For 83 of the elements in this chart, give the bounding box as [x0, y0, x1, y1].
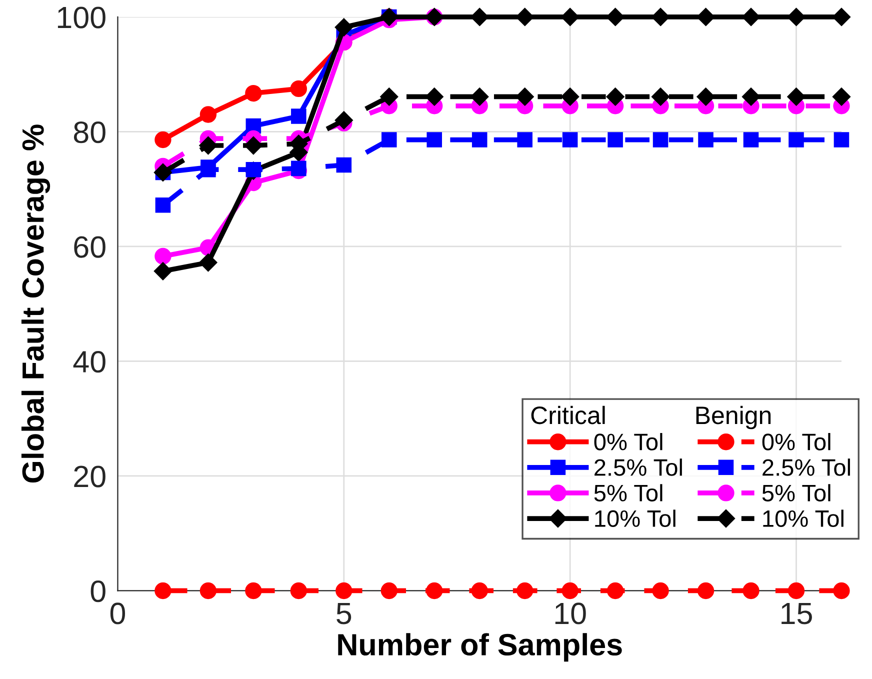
point	[743, 132, 759, 148]
y-axis-title: Global Fault Coverage %	[21, 124, 50, 483]
point	[562, 582, 578, 600]
point	[470, 8, 489, 26]
point	[651, 88, 670, 106]
point	[380, 582, 398, 600]
point	[608, 132, 623, 148]
annotation: Critical	[531, 406, 605, 424]
point	[651, 8, 670, 26]
legend-label: 2.5% Tol	[762, 458, 850, 476]
point	[516, 8, 534, 26]
point	[833, 582, 850, 600]
y-tick-label: 20	[74, 466, 106, 488]
legend-label: 0% Tol	[762, 433, 830, 450]
legend-label: 5% Tol	[762, 484, 830, 502]
legend-label: 0% Tol	[594, 433, 662, 450]
point	[336, 157, 352, 173]
legend-label: 2.5% Tol	[594, 458, 682, 476]
point	[561, 8, 580, 26]
point	[471, 582, 488, 600]
point	[334, 111, 353, 130]
y-tick-label: 80	[74, 121, 106, 144]
point	[652, 582, 669, 600]
point	[787, 88, 806, 106]
point	[787, 8, 806, 26]
x-axis-title: Number of Samples	[338, 633, 622, 662]
point	[742, 582, 760, 600]
legend-label: 10% Tol	[595, 510, 676, 528]
point	[200, 582, 217, 600]
y-tick-label: 0	[90, 580, 106, 602]
legend-label: 10% Tol	[763, 510, 844, 528]
point	[154, 262, 172, 280]
point	[696, 88, 715, 106]
x-tick-label: 0	[110, 602, 126, 624]
point	[154, 248, 172, 265]
point	[562, 132, 578, 148]
point	[788, 132, 804, 148]
point	[698, 132, 714, 148]
point	[516, 582, 534, 600]
point	[245, 84, 262, 102]
point	[381, 132, 397, 148]
point	[154, 582, 172, 600]
point	[742, 8, 760, 26]
annotation: Benign	[696, 406, 771, 430]
y-tick-label: 40	[73, 350, 106, 373]
point	[561, 88, 580, 106]
x-tick-label: 10	[555, 602, 586, 624]
point	[832, 88, 851, 106]
point	[425, 88, 444, 106]
point	[606, 582, 624, 600]
point	[426, 132, 442, 148]
y-tick-label: 100	[58, 6, 106, 28]
point	[834, 132, 850, 148]
point	[244, 136, 262, 155]
point	[154, 131, 172, 148]
point	[334, 18, 353, 36]
point	[652, 132, 668, 148]
point	[472, 132, 488, 148]
point	[516, 88, 534, 106]
x-tick-label: 5	[336, 602, 352, 624]
point	[199, 136, 218, 155]
point	[788, 582, 805, 600]
point	[426, 582, 443, 600]
point	[290, 80, 307, 98]
point	[155, 198, 171, 213]
point	[336, 582, 352, 600]
point	[606, 88, 624, 106]
x-tick-label: 15	[782, 602, 812, 624]
y-tick-label: 60	[74, 236, 106, 258]
point	[470, 88, 489, 106]
point	[697, 582, 714, 600]
point	[517, 132, 532, 148]
point	[696, 8, 715, 26]
point	[200, 106, 217, 123]
point	[606, 8, 624, 26]
point	[290, 582, 307, 600]
point	[245, 582, 262, 600]
point	[832, 8, 851, 26]
point	[380, 88, 398, 106]
legend-label: 5% Tol	[594, 484, 662, 502]
point	[291, 108, 306, 124]
point	[199, 254, 218, 272]
point	[291, 160, 306, 176]
